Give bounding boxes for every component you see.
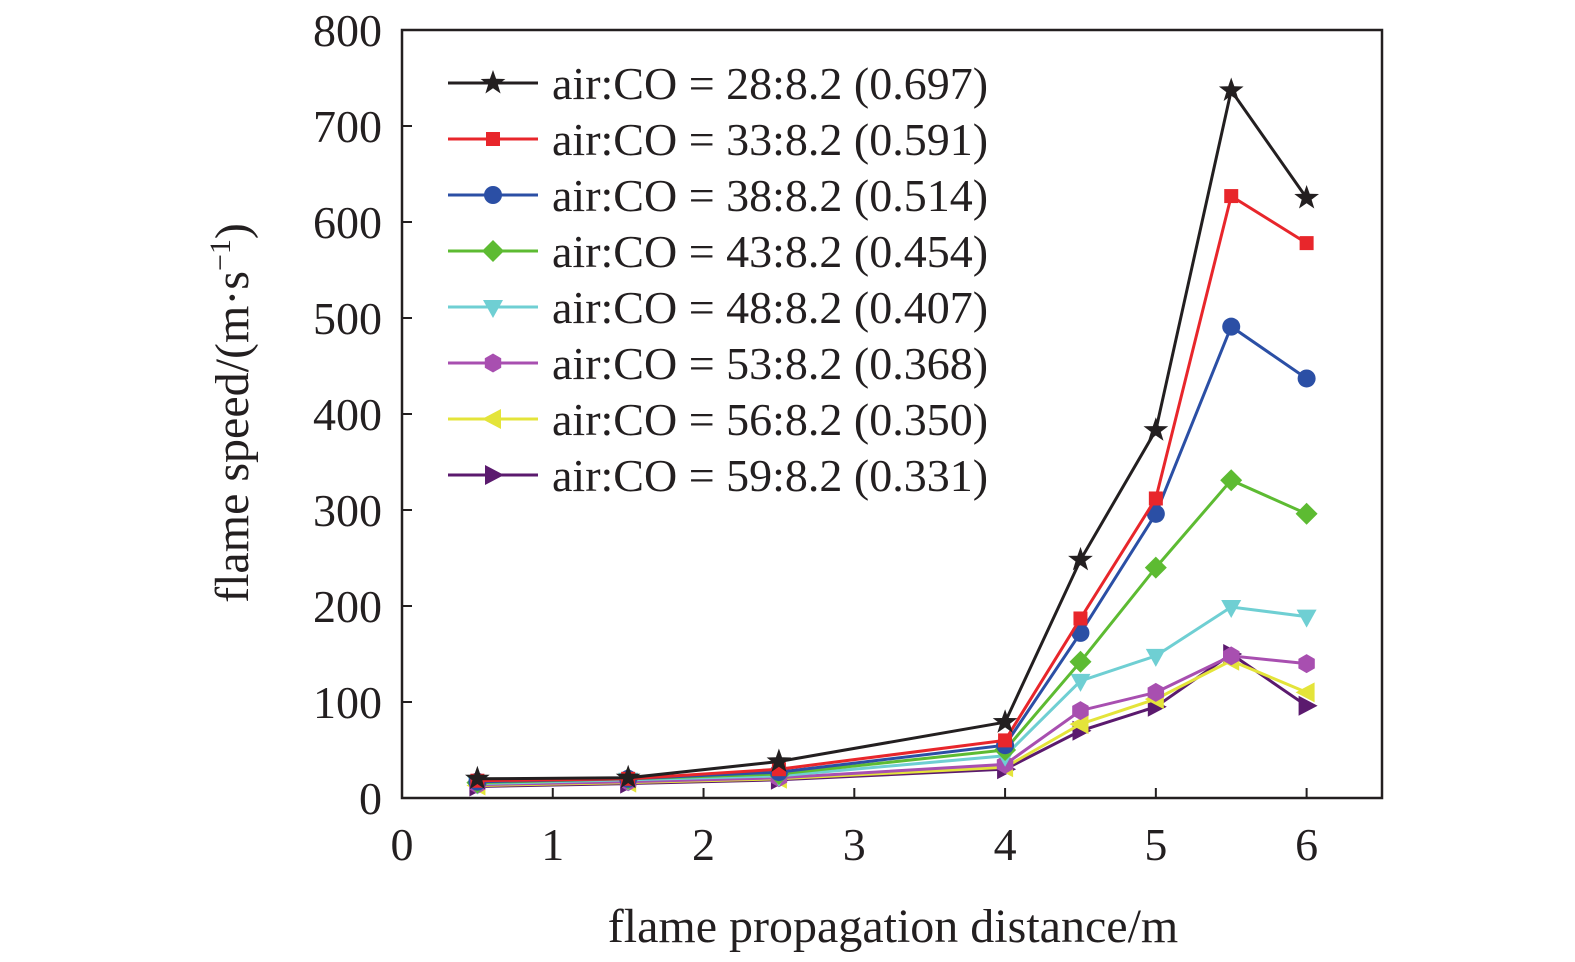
- legend-label: air:CO = 53:8.2 (0.368): [552, 338, 988, 389]
- y-tick-label: 500: [313, 293, 382, 344]
- legend-label: air:CO = 33:8.2 (0.591): [552, 114, 988, 165]
- legend-label: air:CO = 59:8.2 (0.331): [552, 450, 988, 501]
- series-hexagon: [469, 646, 1315, 795]
- data-point: [1070, 673, 1091, 692]
- legend-marker: [484, 353, 502, 373]
- x-tick-label: 1: [541, 819, 564, 870]
- data-point: [1294, 185, 1319, 209]
- series-line: [477, 654, 1307, 787]
- legend-label: air:CO = 38:8.2 (0.514): [552, 170, 988, 221]
- data-point: [1296, 609, 1317, 628]
- y-axis-title-superscript: −1: [204, 239, 237, 271]
- x-tick-label: 2: [692, 819, 715, 870]
- legend-item: air:CO = 59:8.2 (0.331): [448, 450, 988, 501]
- x-tick-label: 3: [843, 819, 866, 870]
- data-point: [1298, 695, 1318, 716]
- legend-item: air:CO = 43:8.2 (0.454): [448, 226, 988, 277]
- data-point: [1069, 714, 1089, 735]
- data-point: [1072, 701, 1089, 721]
- series-triangle-left: [466, 650, 1315, 796]
- legend-marker: [485, 465, 504, 485]
- y-axis-title: flame speed/(m·s−1): [204, 223, 259, 603]
- data-point: [1148, 491, 1163, 506]
- y-tick-label: 600: [313, 197, 382, 248]
- legend-item: air:CO = 48:8.2 (0.407): [448, 282, 988, 333]
- data-point: [1068, 546, 1093, 571]
- series-line: [477, 86, 1308, 781]
- legend-item: air:CO = 53:8.2 (0.368): [448, 338, 988, 389]
- data-point: [1223, 646, 1240, 666]
- data-point: [1224, 189, 1239, 204]
- y-tick-label: 300: [313, 485, 382, 536]
- data-point: [1147, 682, 1165, 702]
- data-point: [1069, 650, 1092, 673]
- data-point: [1073, 611, 1088, 626]
- legend-label: air:CO = 43:8.2 (0.454): [552, 226, 988, 277]
- data-point: [1295, 502, 1318, 525]
- series-square: [470, 189, 1314, 788]
- data-point: [1144, 556, 1167, 579]
- y-tick-label: 200: [313, 581, 382, 632]
- series-layer: [465, 77, 1319, 797]
- data-point: [1299, 236, 1314, 251]
- data-point: [1145, 648, 1166, 667]
- x-tick-label: 6: [1295, 819, 1318, 870]
- y-axis-title-main: flame speed/(m·s: [206, 271, 259, 603]
- series-line: [477, 605, 1307, 786]
- y-tick-label: 800: [313, 5, 382, 56]
- legend-marker: [483, 300, 503, 318]
- legend-label: air:CO = 48:8.2 (0.407): [552, 282, 988, 333]
- data-point: [1297, 369, 1316, 388]
- legend-label: air:CO = 56:8.2 (0.350): [552, 394, 988, 445]
- legend-marker: [486, 132, 500, 146]
- x-tick-label: 4: [994, 819, 1017, 870]
- data-point: [1298, 654, 1315, 674]
- legend-marker: [482, 240, 504, 262]
- legend-marker: [480, 70, 506, 94]
- x-axis-title: flame propagation distance/m: [608, 900, 1178, 953]
- data-point: [1295, 682, 1315, 703]
- y-axis-title-close: ): [206, 223, 259, 239]
- legend: air:CO = 28:8.2 (0.697)air:CO = 33:8.2 (…: [448, 58, 988, 501]
- data-point: [998, 733, 1013, 748]
- legend-marker: [484, 186, 502, 204]
- x-tick-label: 5: [1144, 819, 1167, 870]
- data-point: [1221, 600, 1242, 618]
- data-point: [1220, 469, 1243, 492]
- y-tick-label: 700: [313, 101, 382, 152]
- legend-item: air:CO = 28:8.2 (0.697): [448, 58, 988, 109]
- y-tick-label: 400: [313, 389, 382, 440]
- y-tick-label: 0: [359, 773, 382, 824]
- series-line: [477, 478, 1308, 785]
- data-point: [992, 709, 1018, 733]
- series-diamond: [466, 469, 1318, 794]
- legend-item: air:CO = 56:8.2 (0.350): [448, 394, 988, 445]
- data-point: [1222, 317, 1241, 336]
- data-point: [615, 764, 641, 789]
- legend-label: air:CO = 28:8.2 (0.697): [552, 58, 988, 109]
- data-point: [1218, 77, 1244, 101]
- data-point: [1143, 417, 1169, 441]
- series-line: [477, 193, 1308, 783]
- series-triangle-down: [467, 600, 1317, 795]
- legend-item: air:CO = 33:8.2 (0.591): [448, 114, 988, 165]
- data-point: [1146, 504, 1165, 523]
- x-tick-label: 0: [391, 819, 414, 870]
- data-point: [465, 765, 490, 790]
- axes: 0 1 2 3 4 5 6 0 100 200 300 400 500 600 700 800: [313, 5, 1384, 870]
- series-star: [465, 77, 1319, 790]
- data-point: [766, 748, 792, 772]
- legend-item: air:CO = 38:8.2 (0.514): [448, 170, 988, 221]
- y-tick-label: 100: [313, 677, 382, 728]
- legend-marker: [482, 409, 501, 429]
